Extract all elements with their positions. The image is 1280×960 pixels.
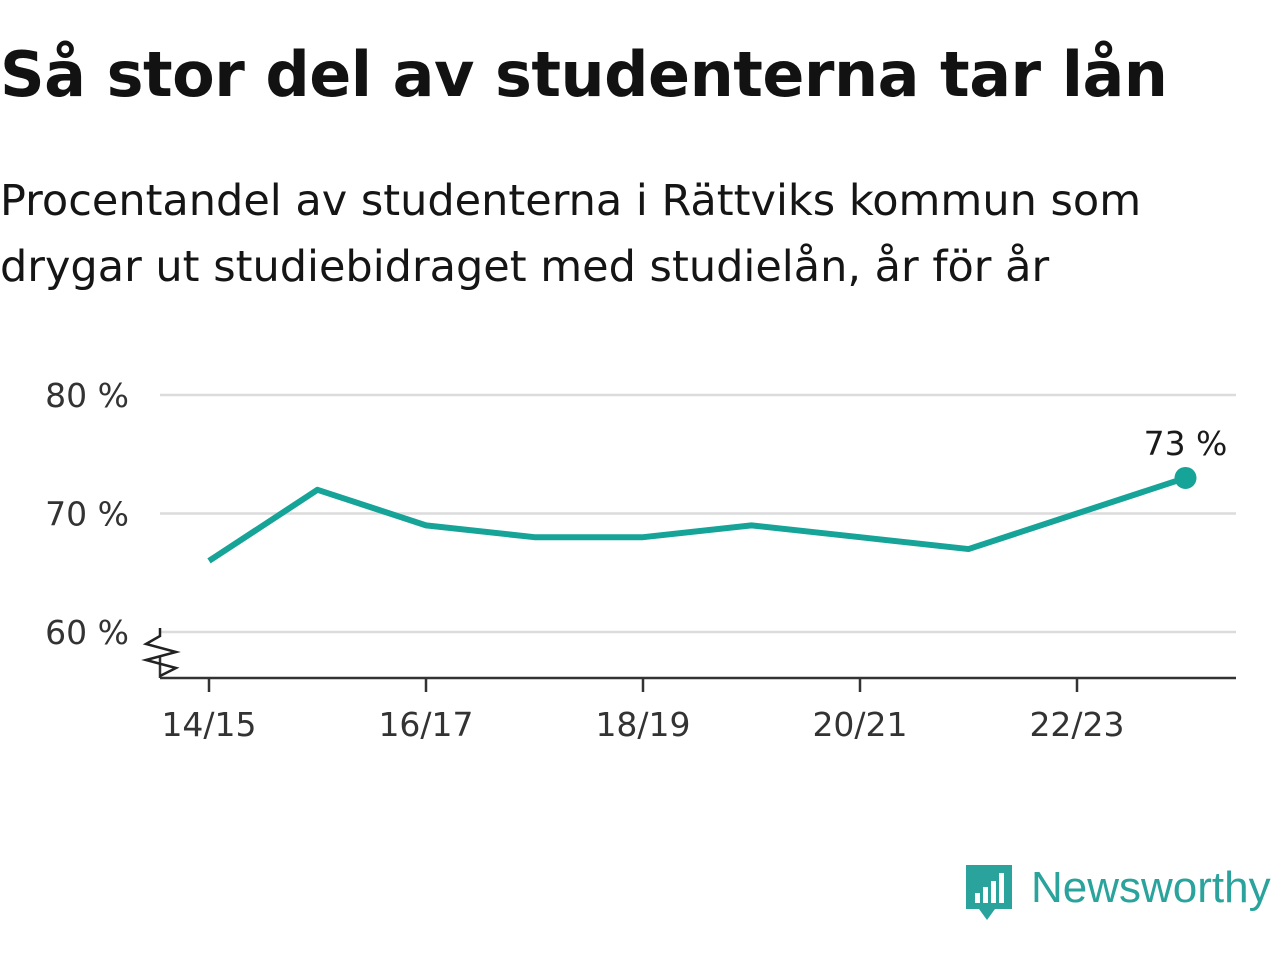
annotations: 73 % — [1144, 424, 1228, 489]
series — [207, 475, 1187, 564]
chart-title: Så stor del av studenterna tar lån — [0, 38, 1168, 111]
y-tick-label-70: 70 % — [45, 495, 129, 534]
brand-name: Newsworthy — [1031, 863, 1271, 912]
grid-lines — [160, 393, 1236, 634]
subtitle-line-1: Procentandel av studenterna i Rättviks k… — [0, 176, 1142, 226]
subtitle-line-2: drygar ut studiebidraget med studielån, … — [0, 242, 1050, 292]
y-axis-ticks: 60 % 70 % 80 % — [45, 376, 129, 652]
x-tick-label-20-21: 20/21 — [812, 705, 907, 744]
x-tick-label-16-17: 16/17 — [378, 705, 473, 744]
x-tick-label-18-19: 18/19 — [595, 705, 690, 744]
x-axis-ticks: 14/15 16/17 18/19 20/21 22/23 — [161, 678, 1125, 744]
y-tick-label-60: 60 % — [45, 613, 129, 652]
x-tick-label-14-15: 14/15 — [161, 705, 256, 744]
last-point-marker — [1174, 466, 1197, 489]
axis-break-icon — [141, 628, 181, 678]
brand: Newsworthy — [963, 862, 1271, 926]
chart-subtitle: Procentandel av studenterna i Rättviks k… — [0, 168, 1230, 300]
newsworthy-logo-icon — [966, 865, 1012, 920]
series-line — [207, 475, 1187, 564]
x-tick-label-22-23: 22/23 — [1029, 705, 1124, 744]
x-axis — [141, 628, 1236, 680]
y-tick-label-80: 80 % — [45, 376, 129, 415]
last-value-label: 73 % — [1144, 424, 1228, 463]
